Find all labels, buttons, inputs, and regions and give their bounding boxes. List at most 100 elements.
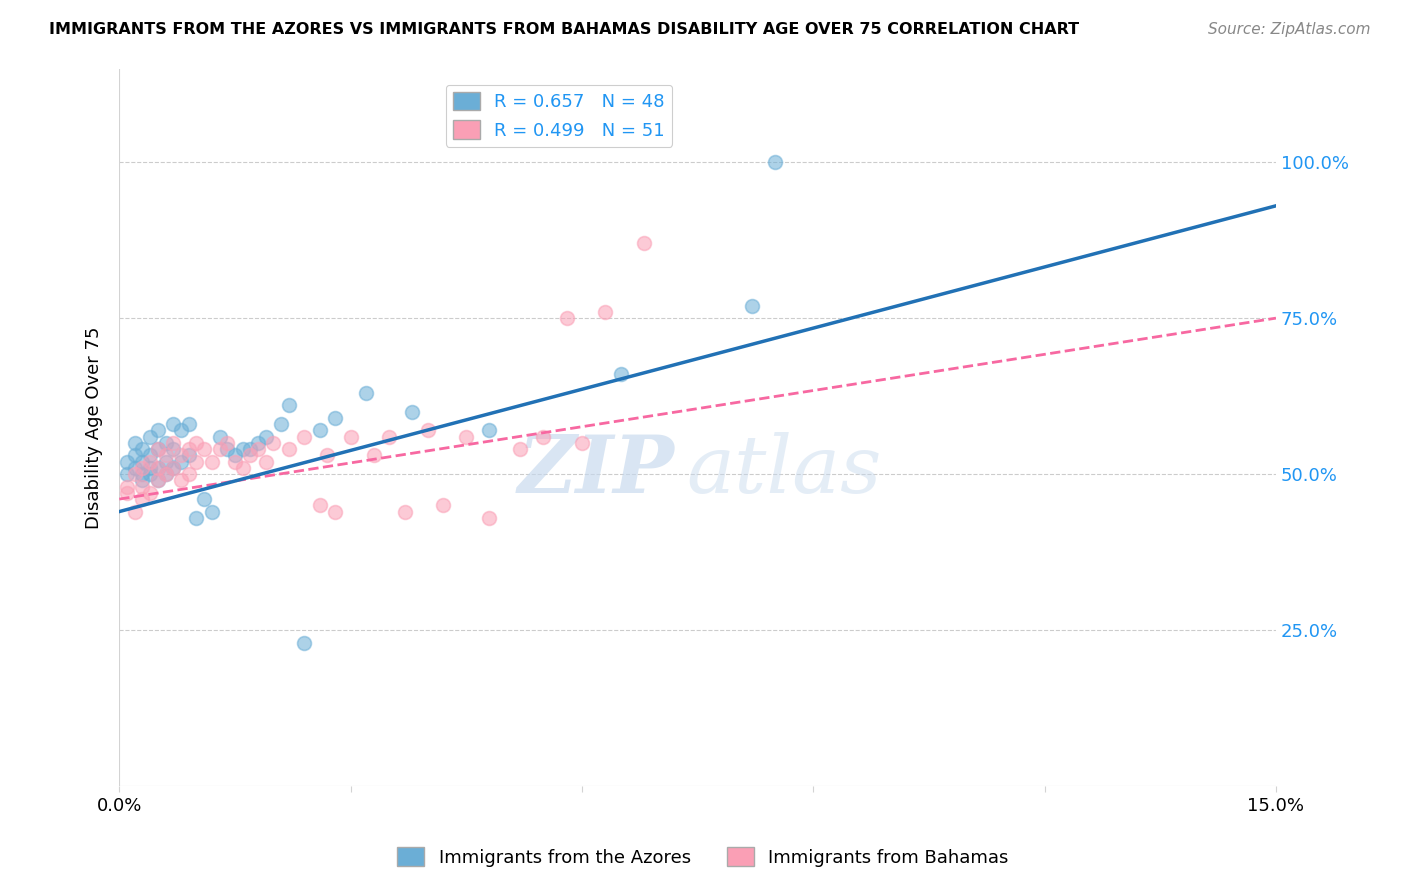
Point — [292, 635, 315, 649]
Legend: Immigrants from the Azores, Immigrants from Bahamas: Immigrants from the Azores, Immigrants f… — [389, 840, 1017, 874]
Point — [378, 430, 401, 444]
Point — [263, 436, 285, 450]
Point — [316, 449, 339, 463]
Point — [232, 442, 254, 457]
Point — [401, 405, 423, 419]
Text: Source: ZipAtlas.com: Source: ZipAtlas.com — [1208, 22, 1371, 37]
Point — [155, 467, 177, 482]
Point — [155, 436, 177, 450]
Point — [146, 461, 169, 475]
Point — [478, 511, 501, 525]
Point — [277, 399, 299, 413]
Point — [201, 455, 224, 469]
Point — [115, 486, 138, 500]
Point — [162, 417, 184, 432]
Point — [323, 411, 346, 425]
Text: IMMIGRANTS FROM THE AZORES VS IMMIGRANTS FROM BAHAMAS DISABILITY AGE OVER 75 COR: IMMIGRANTS FROM THE AZORES VS IMMIGRANTS… — [49, 22, 1080, 37]
Point — [139, 461, 162, 475]
Point — [555, 311, 578, 326]
Point — [162, 461, 184, 475]
Point — [193, 442, 215, 457]
Point — [139, 486, 162, 500]
Point — [186, 511, 208, 525]
Point — [224, 455, 246, 469]
Point — [124, 505, 146, 519]
Point — [416, 424, 439, 438]
Point — [177, 442, 200, 457]
Y-axis label: Disability Age Over 75: Disability Age Over 75 — [86, 326, 103, 529]
Point — [432, 499, 454, 513]
Point — [509, 442, 531, 457]
Point — [232, 461, 254, 475]
Point — [162, 436, 184, 450]
Point — [763, 155, 786, 169]
Point — [170, 474, 193, 488]
Point — [247, 442, 270, 457]
Text: ZIP: ZIP — [517, 432, 675, 509]
Point — [115, 480, 138, 494]
Point — [131, 480, 153, 494]
Point — [323, 505, 346, 519]
Point — [609, 368, 631, 382]
Point — [170, 449, 193, 463]
Point — [201, 505, 224, 519]
Point — [270, 417, 292, 432]
Point — [170, 455, 193, 469]
Point — [186, 455, 208, 469]
Point — [217, 442, 239, 457]
Point — [155, 455, 177, 469]
Point — [254, 455, 277, 469]
Point — [139, 430, 162, 444]
Point — [308, 424, 330, 438]
Point — [177, 449, 200, 463]
Point — [308, 499, 330, 513]
Point — [146, 442, 169, 457]
Point — [155, 449, 177, 463]
Point — [139, 455, 162, 469]
Point — [339, 430, 361, 444]
Point — [131, 467, 153, 482]
Point — [124, 449, 146, 463]
Point — [146, 474, 169, 488]
Point — [593, 305, 616, 319]
Point — [139, 467, 162, 482]
Point — [115, 455, 138, 469]
Point — [139, 449, 162, 463]
Point — [146, 442, 169, 457]
Point — [354, 386, 377, 401]
Point — [131, 455, 153, 469]
Point — [131, 442, 153, 457]
Point — [162, 461, 184, 475]
Point — [208, 442, 231, 457]
Point — [124, 467, 146, 482]
Point — [155, 467, 177, 482]
Point — [146, 424, 169, 438]
Point — [131, 474, 153, 488]
Point — [170, 424, 193, 438]
Point — [633, 236, 655, 251]
Point — [531, 430, 554, 444]
Point — [193, 492, 215, 507]
Point — [131, 492, 153, 507]
Point — [456, 430, 478, 444]
Point — [146, 461, 169, 475]
Point — [124, 436, 146, 450]
Legend: R = 0.657   N = 48, R = 0.499   N = 51: R = 0.657 N = 48, R = 0.499 N = 51 — [446, 85, 672, 147]
Point — [741, 299, 763, 313]
Point — [208, 430, 231, 444]
Text: atlas: atlas — [686, 432, 882, 509]
Point — [131, 461, 153, 475]
Point — [478, 424, 501, 438]
Point — [571, 436, 593, 450]
Point — [239, 442, 262, 457]
Point — [254, 430, 277, 444]
Point — [277, 442, 299, 457]
Point — [177, 467, 200, 482]
Point — [217, 436, 239, 450]
Point — [186, 436, 208, 450]
Point — [224, 449, 246, 463]
Point — [115, 467, 138, 482]
Point — [247, 436, 270, 450]
Point — [162, 442, 184, 457]
Point — [394, 505, 416, 519]
